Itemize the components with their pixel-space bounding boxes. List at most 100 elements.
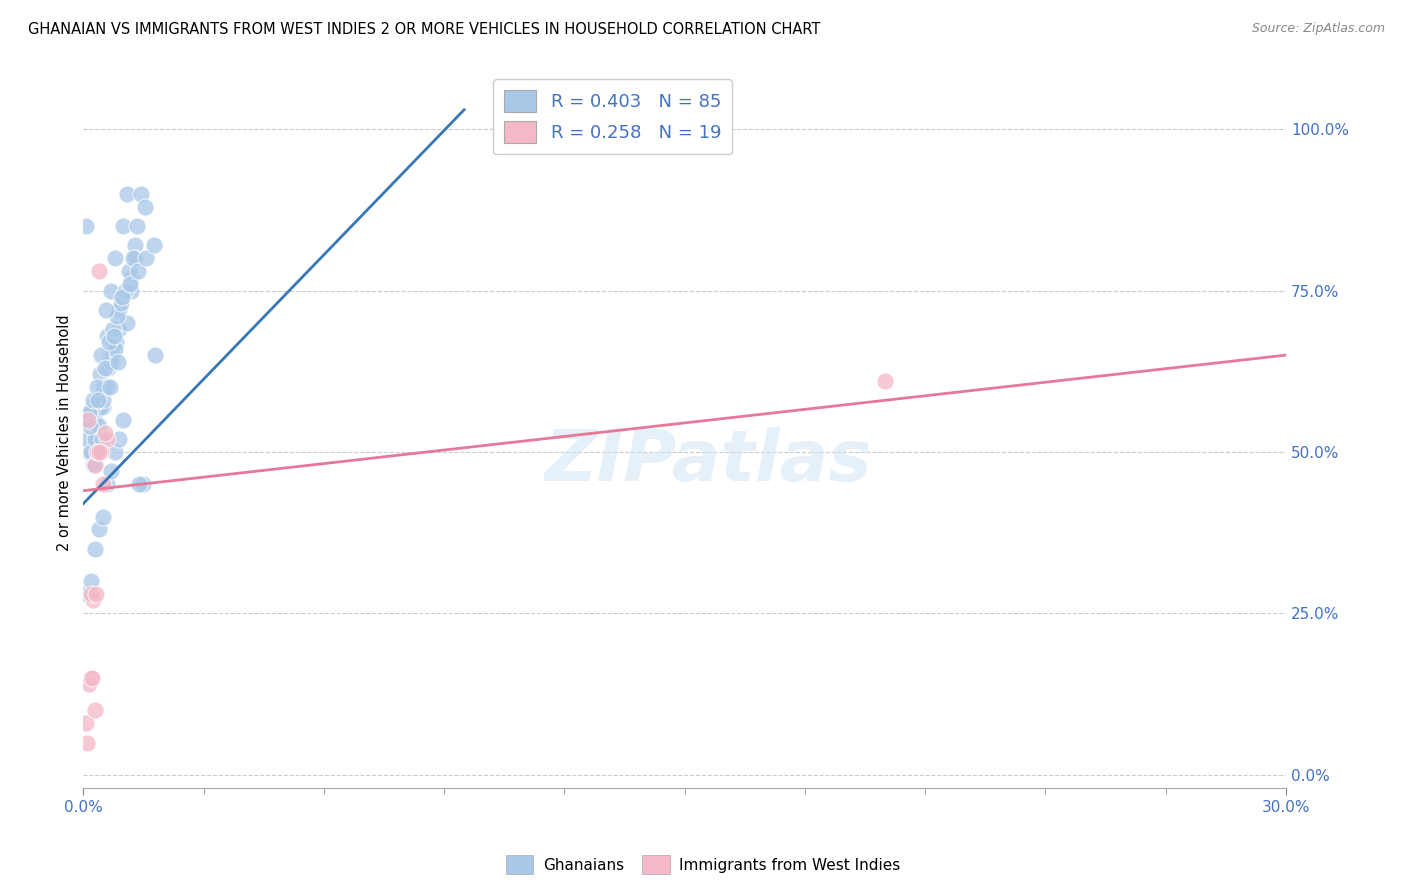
Point: [94, 425, 117, 440]
Point: [107, 322, 129, 336]
Point: [96, 380, 118, 394]
Point: [83, 458, 105, 472]
Point: [120, 284, 142, 298]
Point: [103, 328, 125, 343]
Point: [103, 445, 125, 459]
Point: [84, 458, 107, 472]
Point: [112, 219, 135, 233]
Point: [90, 348, 112, 362]
Point: [79, 445, 101, 459]
Point: [80, 587, 103, 601]
Point: [96, 432, 118, 446]
Point: [77, 412, 100, 426]
Point: [94, 302, 117, 317]
Point: [873, 374, 896, 388]
Point: [98, 348, 121, 362]
Text: ZIPatlas: ZIPatlas: [546, 426, 872, 496]
Point: [86, 445, 108, 459]
Point: [104, 252, 127, 266]
Point: [83, 541, 105, 556]
Point: [145, 348, 167, 362]
Point: [82, 593, 104, 607]
Point: [77, 406, 100, 420]
Point: [124, 252, 146, 266]
Point: [87, 264, 110, 278]
Point: [118, 264, 141, 278]
Point: [101, 348, 124, 362]
Point: [87, 419, 110, 434]
Point: [97, 361, 120, 376]
Point: [84, 412, 107, 426]
Point: [114, 284, 136, 298]
Point: [89, 400, 111, 414]
Point: [125, 219, 148, 233]
Text: Source: ZipAtlas.com: Source: ZipAtlas.com: [1251, 22, 1385, 36]
Point: [89, 445, 111, 459]
Point: [103, 342, 125, 356]
Point: [79, 671, 101, 685]
Point: [91, 400, 114, 414]
Point: [100, 464, 122, 478]
Y-axis label: 2 or more Vehicles in Household: 2 or more Vehicles in Household: [58, 314, 72, 551]
Point: [90, 400, 112, 414]
Point: [91, 509, 114, 524]
Point: [79, 419, 101, 434]
Point: [96, 477, 118, 491]
Point: [135, 252, 157, 266]
Point: [89, 393, 111, 408]
Point: [108, 302, 131, 317]
Point: [86, 380, 108, 394]
Point: [82, 393, 104, 408]
Point: [76, 432, 98, 446]
Point: [87, 523, 110, 537]
Point: [105, 310, 128, 324]
Point: [91, 393, 114, 408]
Point: [80, 412, 103, 426]
Point: [77, 412, 100, 426]
Point: [127, 264, 149, 278]
Point: [120, 270, 142, 285]
Text: GHANAIAN VS IMMIGRANTS FROM WEST INDIES 2 OR MORE VEHICLES IN HOUSEHOLD CORRELAT: GHANAIAN VS IMMIGRANTS FROM WEST INDIES …: [28, 22, 821, 37]
Point: [79, 574, 101, 588]
Point: [84, 587, 107, 601]
Point: [101, 322, 124, 336]
Point: [100, 354, 122, 368]
Point: [76, 587, 98, 601]
Point: [118, 277, 141, 291]
Point: [134, 200, 156, 214]
Legend: R = 0.403   N = 85, R = 0.258   N = 19: R = 0.403 N = 85, R = 0.258 N = 19: [494, 79, 733, 154]
Point: [79, 677, 101, 691]
Point: [87, 393, 110, 408]
Point: [76, 716, 98, 731]
Point: [128, 477, 150, 491]
Point: [82, 671, 104, 685]
Point: [107, 354, 129, 368]
Point: [124, 238, 146, 252]
Point: [91, 477, 114, 491]
Point: [110, 296, 132, 310]
Point: [100, 348, 122, 362]
Point: [90, 432, 112, 446]
Point: [96, 328, 118, 343]
Point: [103, 335, 125, 350]
Point: [75, 219, 97, 233]
Point: [111, 290, 134, 304]
Point: [82, 400, 104, 414]
Point: [83, 432, 105, 446]
Point: [83, 703, 105, 717]
Point: [86, 445, 108, 459]
Point: [94, 380, 117, 394]
Point: [115, 316, 138, 330]
Point: [98, 380, 121, 394]
Point: [76, 735, 98, 749]
Point: [132, 477, 155, 491]
Point: [142, 238, 165, 252]
Point: [97, 335, 120, 350]
Point: [90, 445, 112, 459]
Point: [105, 335, 128, 350]
Point: [82, 458, 104, 472]
Point: [89, 368, 111, 382]
Point: [100, 284, 122, 298]
Point: [79, 445, 101, 459]
Point: [94, 361, 117, 376]
